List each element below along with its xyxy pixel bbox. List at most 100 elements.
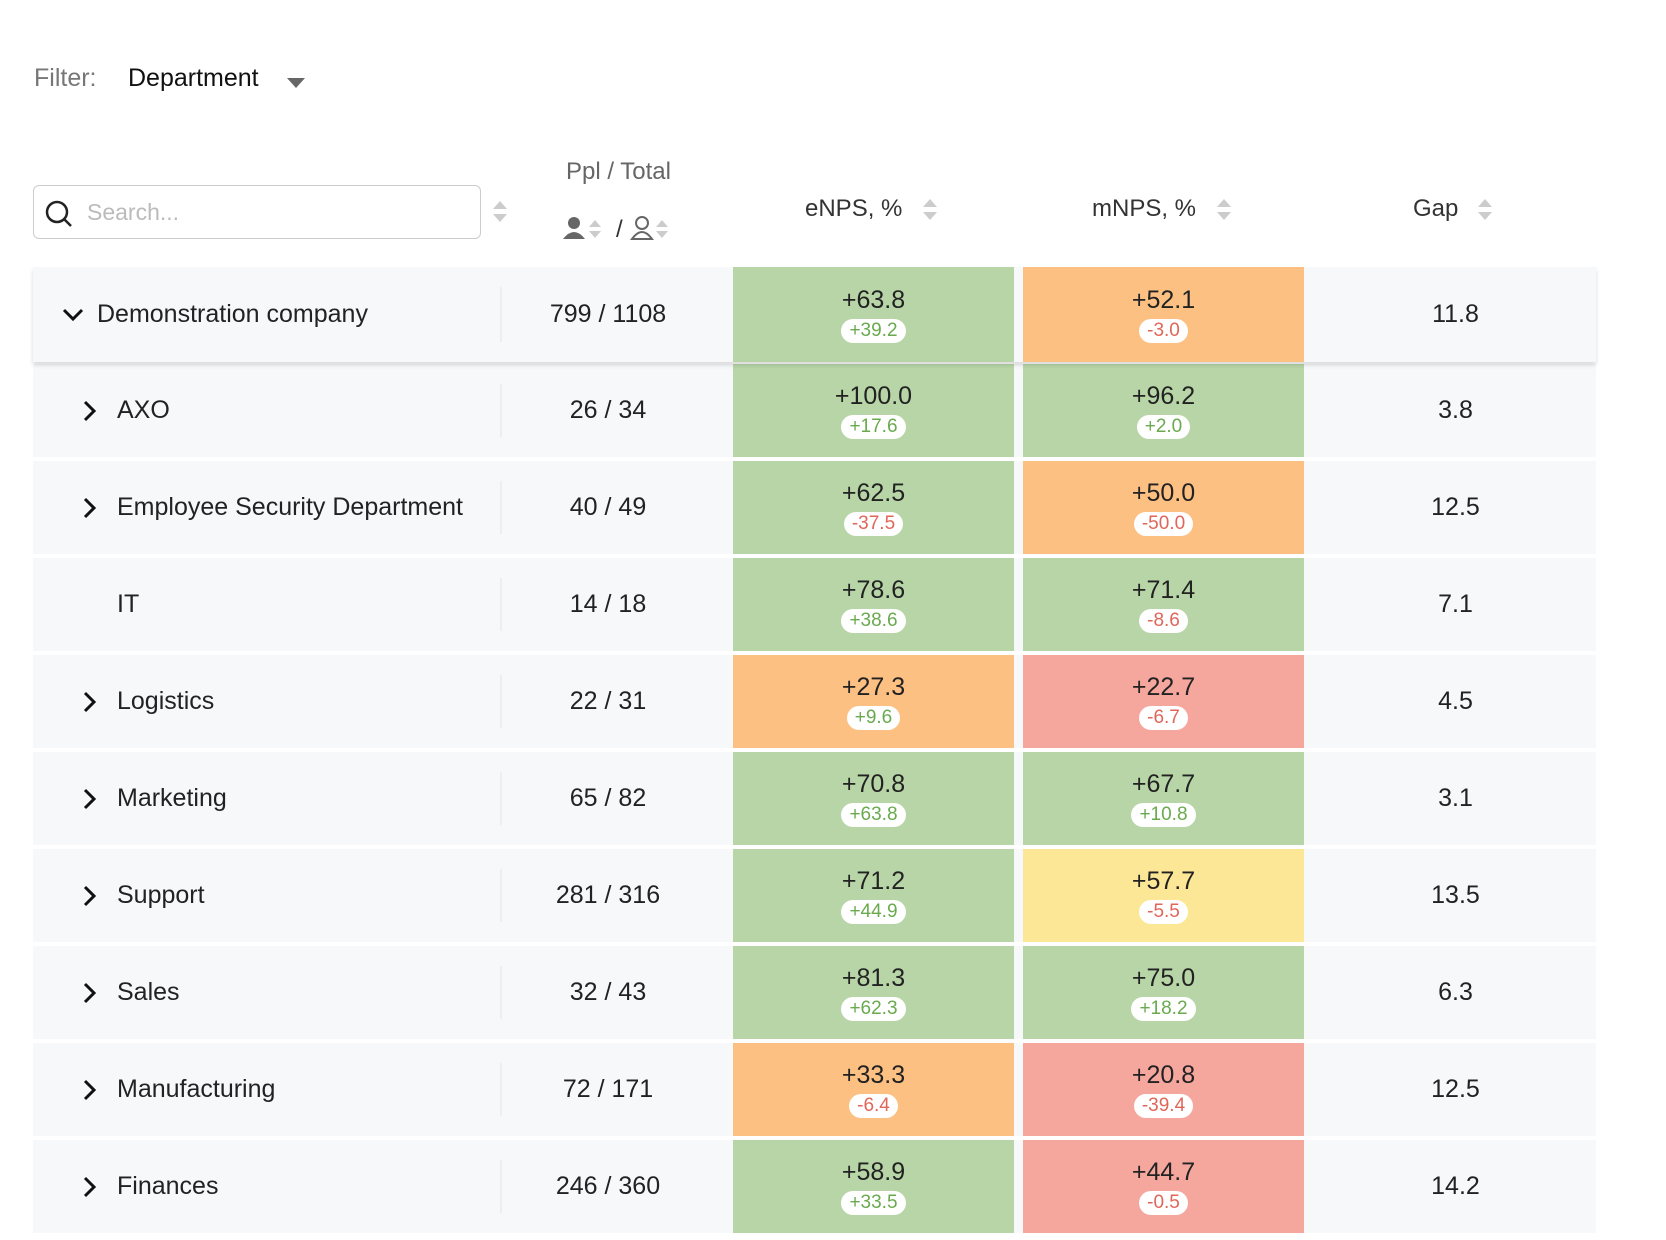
- enps-cell: +78.6 +38.6: [733, 558, 1014, 651]
- enps-delta: +33.5: [841, 1191, 906, 1215]
- expand-toggle[interactable]: [77, 1175, 101, 1199]
- mnps-delta: -0.5: [1139, 1191, 1188, 1215]
- expand-toggle[interactable]: [77, 399, 101, 423]
- table-row[interactable]: Manufacturing 72 / 171 +33.3 -6.4 +20.8 -39.4…: [33, 1043, 1596, 1136]
- table-row[interactable]: AXO 26 / 34 +100.0 +17.6 +96.2 +2.0 3.8: [33, 364, 1596, 457]
- mnps-delta: -8.6: [1139, 609, 1188, 633]
- enps-header: eNPS, %: [805, 195, 903, 222]
- mnps-delta: -39.4: [1133, 1094, 1194, 1118]
- column-divider: [500, 1160, 502, 1213]
- table-row[interactable]: Demonstration company 799 / 1108 +63.8 +39.…: [33, 267, 1596, 362]
- mnps-cell: +20.8 -39.4: [1023, 1043, 1304, 1136]
- expand-toggle[interactable]: [77, 981, 101, 1005]
- enps-value: +63.8: [841, 286, 906, 314]
- mnps-cell: +57.7 -5.5: [1023, 849, 1304, 942]
- mnps-delta: -6.7: [1139, 706, 1188, 730]
- gap-header: Gap: [1413, 195, 1459, 222]
- row-name: Manufacturing: [117, 1074, 276, 1103]
- column-divider: [500, 287, 502, 342]
- row-name: IT: [117, 589, 140, 618]
- ppl-total: 26 / 34: [569, 395, 647, 424]
- expand-toggle[interactable]: [77, 884, 101, 908]
- mnps-cell: +44.7 -0.5: [1023, 1140, 1304, 1233]
- mnps-sort[interactable]: [1215, 197, 1233, 223]
- gap-value: 7.1: [1438, 589, 1473, 618]
- enps-value: +71.2: [841, 867, 906, 895]
- table-row[interactable]: Sales 32 / 43 +81.3 +62.3 +75.0 +18.2 6.3: [33, 946, 1596, 1039]
- enps-delta: +63.8: [841, 803, 906, 827]
- gap-value: 12.5: [1431, 492, 1480, 521]
- filter-value[interactable]: Department: [128, 64, 259, 92]
- mnps-header: mNPS, %: [1092, 195, 1197, 222]
- filter-label: Filter:: [34, 64, 97, 92]
- mnps-cell: +67.7 +10.8: [1023, 752, 1304, 845]
- enps-value: +70.8: [841, 770, 906, 798]
- enps-value: +100.0: [834, 382, 913, 410]
- enps-sort[interactable]: [921, 197, 939, 223]
- mnps-cell: +75.0 +18.2: [1023, 946, 1304, 1039]
- table-row[interactable]: Finances 246 / 360 +58.9 +33.5 +44.7 -0.5 14.2: [33, 1140, 1596, 1233]
- table-row[interactable]: Employee Security Department 40 / 49 +62.5…: [33, 461, 1596, 554]
- enps-value: +62.5: [841, 479, 906, 507]
- filter-caret[interactable]: [286, 76, 306, 90]
- ppl-total: 246 / 360: [555, 1171, 661, 1200]
- expand-toggle[interactable]: [77, 690, 101, 714]
- ppl-sort[interactable]: [560, 214, 608, 244]
- sort-icon[interactable]: [491, 199, 509, 225]
- enps-cell: +100.0 +17.6: [733, 364, 1014, 457]
- mnps-value: +20.8: [1131, 1061, 1196, 1089]
- mnps-cell: +50.0 -50.0: [1023, 461, 1304, 554]
- mnps-delta: -50.0: [1133, 512, 1194, 536]
- gap-value: 12.5: [1431, 1074, 1480, 1103]
- table-row[interactable]: IT 14 / 18 +78.6 +38.6 +71.4 -8.6 7.1: [33, 558, 1596, 651]
- mnps-value: +57.7: [1131, 867, 1196, 895]
- mnps-cell: +22.7 -6.7: [1023, 655, 1304, 748]
- enps-delta: +9.6: [846, 706, 901, 730]
- table-row[interactable]: Support 281 / 316 +71.2 +44.9 +57.7 -5.5 13.5: [33, 849, 1596, 942]
- expand-toggle[interactable]: [77, 496, 101, 520]
- gap-value: 6.3: [1438, 977, 1473, 1006]
- mnps-delta: -5.5: [1139, 900, 1188, 924]
- mnps-cell: +52.1 -3.0: [1023, 267, 1304, 362]
- ppl-total: 32 / 43: [569, 977, 647, 1006]
- enps-delta: -37.5: [843, 512, 904, 536]
- row-name: Marketing: [117, 783, 227, 812]
- ppl-total: 281 / 316: [555, 880, 661, 909]
- expand-toggle[interactable]: [61, 303, 85, 327]
- ppl-total: 22 / 31: [569, 686, 647, 715]
- total-sort[interactable]: [629, 214, 675, 244]
- mnps-delta: -3.0: [1139, 319, 1188, 343]
- column-divider: [500, 481, 502, 534]
- mnps-delta: +18.2: [1131, 997, 1196, 1021]
- expand-toggle[interactable]: [77, 787, 101, 811]
- search-box[interactable]: Search...: [33, 185, 481, 239]
- table-row[interactable]: Marketing 65 / 82 +70.8 +63.8 +67.7 +10.8 3.1: [33, 752, 1596, 845]
- column-divider: [500, 675, 502, 728]
- ppl-total: 72 / 171: [562, 1074, 654, 1103]
- enps-delta: -6.4: [849, 1094, 898, 1118]
- enps-cell: +62.5 -37.5: [733, 461, 1014, 554]
- enps-cell: +70.8 +63.8: [733, 752, 1014, 845]
- gap-sort[interactable]: [1476, 197, 1494, 223]
- enps-delta: +44.9: [841, 900, 906, 924]
- column-divider: [500, 1063, 502, 1116]
- expand-toggle[interactable]: [77, 1078, 101, 1102]
- enps-cell: +58.9 +33.5: [733, 1140, 1014, 1233]
- ppl-total: 40 / 49: [569, 492, 647, 521]
- enps-value: +27.3: [841, 673, 906, 701]
- enps-cell: +81.3 +62.3: [733, 946, 1014, 1039]
- enps-cell: +71.2 +44.9: [733, 849, 1014, 942]
- column-divider: [500, 578, 502, 631]
- mnps-value: +52.1: [1131, 286, 1196, 314]
- mnps-delta: +10.8: [1131, 803, 1196, 827]
- enps-value: +33.3: [841, 1061, 906, 1089]
- table-row[interactable]: Logistics 22 / 31 +27.3 +9.6 +22.7 -6.7 4.5: [33, 655, 1596, 748]
- mnps-value: +50.0: [1131, 479, 1196, 507]
- row-name: Employee Security Department: [117, 492, 463, 521]
- column-divider: [500, 869, 502, 922]
- ppl-separator: /: [616, 216, 623, 243]
- row-name: Sales: [117, 977, 180, 1006]
- mnps-value: +22.7: [1131, 673, 1196, 701]
- enps-cell: +27.3 +9.6: [733, 655, 1014, 748]
